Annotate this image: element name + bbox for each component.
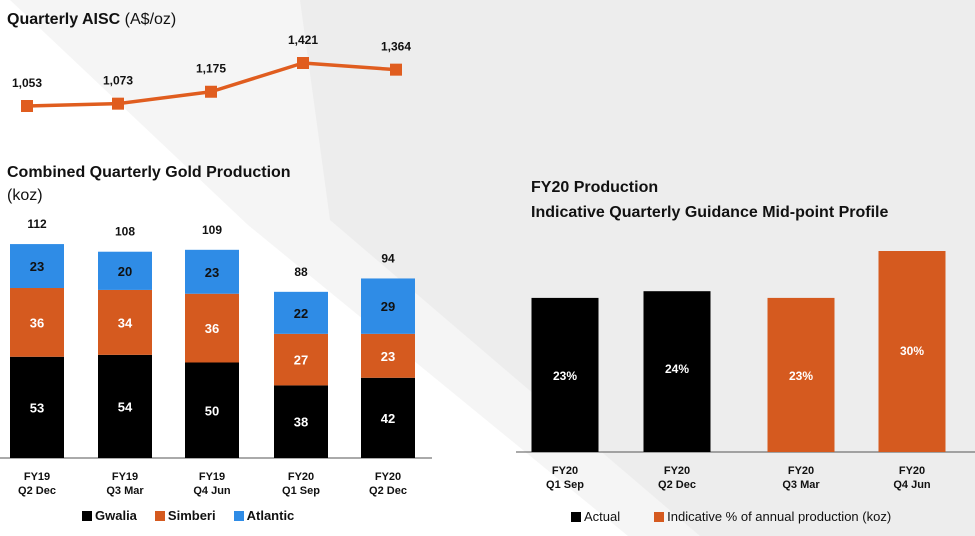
production-tick-year: FY19 (24, 471, 50, 483)
production-segment-label: 27 (294, 353, 308, 368)
guidance-data-label: 24% (665, 362, 689, 376)
production-bar-atlantic (361, 278, 415, 334)
legend-label-indicative: Indicative % of annual production (koz) (667, 509, 892, 524)
guidance-data-label: 30% (900, 344, 924, 358)
production-segment-label: 38 (294, 415, 308, 430)
guidance-tick-quarter: Q3 Mar (782, 479, 820, 491)
guidance-tick-quarter: Q4 Jun (893, 479, 931, 491)
production-tick-quarter: Q4 Jun (193, 485, 231, 497)
legend-swatch-simberi (154, 510, 165, 521)
guidance-tick-year: FY20 (899, 465, 925, 477)
production-segment-label: 54 (118, 399, 133, 414)
production-title-line1: Combined Quarterly Gold Production (7, 164, 291, 181)
legend-swatch-indicative (654, 511, 665, 522)
production-tick-quarter: Q3 Mar (106, 485, 144, 497)
aisc-data-label: 1,073 (103, 74, 133, 88)
production-bar-gwalia (274, 385, 328, 458)
legend-item-simberi: Simberi (154, 508, 216, 523)
production-bar-simberi (10, 288, 64, 357)
legend-swatch-gwalia (82, 510, 92, 521)
production-segment-label: 42 (381, 411, 395, 426)
legend-label-actual: Actual (584, 509, 621, 524)
production-tick-year: FY19 (199, 471, 225, 483)
legend-swatch-atlantic (233, 510, 244, 521)
production-segment-label: 34 (118, 315, 133, 330)
guidance-bar (878, 251, 946, 452)
production-tick-year: FY20 (375, 471, 401, 483)
production-tick-quarter: Q1 Sep (282, 485, 320, 497)
legend-swatch-actual (571, 511, 581, 522)
legend-item-atlantic: Atlantic (233, 508, 295, 523)
production-title: Combined Quarterly Gold Production (koz) (7, 163, 291, 205)
production-segment-label: 23 (381, 349, 395, 364)
aisc-title-bold: Quarterly AISC (7, 11, 121, 28)
production-total-label: 112 (27, 217, 47, 231)
production-total-label: 109 (202, 223, 222, 237)
production-segment-label: 23 (30, 259, 44, 274)
guidance-legend: Actual Indicative % of annual production… (571, 509, 909, 524)
legend-label-atlantic: Atlantic (246, 508, 295, 523)
production-tick-year: FY20 (288, 471, 314, 483)
production-bar-atlantic (10, 244, 64, 289)
production-total-label: 108 (115, 225, 135, 239)
legend-item-actual: Actual (571, 509, 620, 524)
legend-item-gwalia: Gwalia (82, 508, 137, 523)
legend-label-simberi: Simberi (167, 508, 216, 523)
production-bar-simberi (361, 333, 415, 378)
aisc-data-label: 1,421 (288, 33, 318, 47)
production-segment-label: 22 (294, 306, 308, 321)
production-tick-quarter: Q2 Dec (18, 485, 56, 497)
guidance-data-label: 23% (789, 369, 813, 383)
aisc-point (390, 63, 402, 76)
production-bar-gwalia (10, 356, 64, 458)
guidance-title-line2: Indicative Quarterly Guidance Mid-point … (531, 204, 889, 221)
aisc-title: Quarterly AISC (A$/oz) (7, 10, 176, 29)
guidance-tick-quarter: Q2 Dec (658, 479, 696, 491)
guidance-title-line1: FY20 Production (531, 179, 659, 196)
production-bar-atlantic (98, 251, 152, 290)
production-bar-gwalia (185, 362, 239, 458)
production-segment-label: 36 (30, 315, 44, 330)
production-bar-simberi (274, 333, 328, 386)
aisc-point (205, 85, 217, 98)
production-segment-label: 29 (381, 299, 395, 314)
production-total-label: 88 (294, 265, 308, 279)
production-title-line2: (koz) (7, 187, 43, 204)
legend-item-indicative: Indicative % of annual production (koz) (654, 509, 891, 524)
aisc-point (112, 97, 124, 110)
guidance-tick-quarter: Q1 Sep (546, 479, 584, 491)
guidance-title: FY20 Production Indicative Quarterly Gui… (531, 175, 888, 225)
production-tick-year: FY19 (112, 471, 138, 483)
guidance-data-label: 23% (553, 369, 577, 383)
aisc-point (21, 100, 33, 112)
production-bar-simberi (98, 289, 152, 355)
aisc-title-unit: (A$/oz) (124, 11, 177, 28)
production-segment-label: 36 (205, 321, 219, 336)
production-bar-simberi (185, 293, 239, 363)
production-bar-gwalia (98, 354, 152, 458)
guidance-tick-year: FY20 (664, 465, 690, 477)
production-bar-atlantic (185, 249, 239, 294)
aisc-data-label: 1,053 (12, 76, 42, 90)
production-segment-label: 23 (205, 265, 219, 280)
aisc-data-label: 1,175 (196, 62, 226, 76)
guidance-bar (767, 297, 835, 452)
aisc-data-label: 1,364 (381, 40, 411, 54)
production-segment-label: 50 (205, 403, 219, 418)
production-bar-atlantic (274, 291, 328, 334)
production-legend: Gwalia Simberi Atlantic (82, 508, 312, 523)
aisc-point (297, 57, 309, 69)
guidance-tick-year: FY20 (788, 465, 814, 477)
production-segment-label: 20 (118, 264, 132, 279)
legend-label-gwalia: Gwalia (95, 508, 137, 523)
guidance-bar (531, 297, 599, 452)
production-tick-quarter: Q2 Dec (369, 485, 407, 497)
production-segment-label: 53 (30, 400, 44, 415)
production-bar-gwalia (361, 377, 415, 458)
guidance-bar (643, 291, 711, 452)
production-total-label: 94 (381, 251, 395, 265)
guidance-tick-year: FY20 (552, 465, 578, 477)
